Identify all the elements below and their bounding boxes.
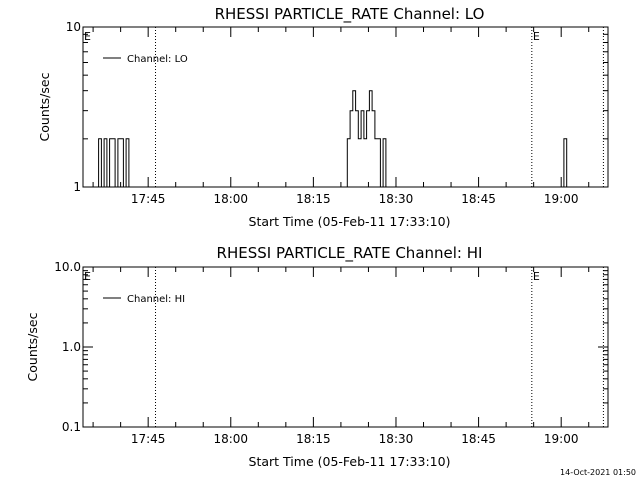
x-tick-label: 19:00	[544, 432, 579, 446]
event-annotation: E	[533, 270, 540, 283]
x-tick-label: 18:00	[213, 432, 248, 446]
event-annotation: E	[84, 270, 91, 283]
x-tick-label: 18:15	[296, 192, 331, 206]
x-tick-label: 18:45	[461, 192, 496, 206]
x-tick-label: 17:45	[131, 432, 166, 446]
x-tick-label: 18:00	[213, 192, 248, 206]
x-axis-label: Start Time (05-Feb-11 17:33:10)	[249, 454, 451, 469]
legend-label: Channel: HI	[127, 294, 185, 305]
x-tick-label: 18:30	[379, 432, 414, 446]
footer-timestamp: 14-Oct-2021 01:50	[560, 468, 636, 477]
y-tick-label: 10	[66, 20, 81, 34]
hi-channel-panel: RHESSI PARTICLE_RATE Channel: HI Start Ti…	[25, 244, 609, 469]
x-tick-label: 17:45	[131, 192, 166, 206]
y-tick-label: 1	[73, 180, 81, 194]
lo-channel-panel: RHESSI PARTICLE_RATE Channel: LO Start Ti…	[37, 5, 609, 229]
chart-title: RHESSI PARTICLE_RATE Channel: LO	[215, 5, 485, 24]
x-tick-label: 18:30	[379, 192, 414, 206]
y-tick-label: 10.0	[54, 260, 81, 274]
chart-title: RHESSI PARTICLE_RATE Channel: HI	[217, 244, 483, 263]
series-line	[95, 90, 570, 188]
x-tick-label: 18:45	[461, 432, 496, 446]
y-axis-label: Counts/sec	[25, 312, 40, 381]
event-annotation: E	[84, 30, 91, 43]
event-annotation: E	[533, 30, 540, 43]
x-tick-label: 18:15	[296, 432, 331, 446]
x-axis-label: Start Time (05-Feb-11 17:33:10)	[249, 214, 451, 229]
x-tick-label: 19:00	[544, 192, 579, 206]
y-tick-label: 0.1	[62, 420, 81, 434]
y-axis-label: Counts/sec	[37, 72, 52, 141]
y-tick-label: 1.0	[62, 340, 81, 354]
legend-label: Channel: LO	[127, 54, 188, 65]
